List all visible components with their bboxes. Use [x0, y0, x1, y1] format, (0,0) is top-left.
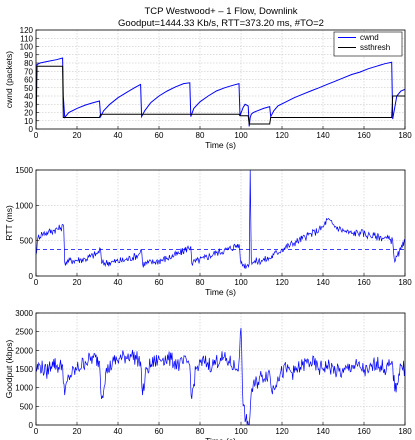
x-tick-label: 40 [114, 427, 123, 436]
x-tick-label: 40 [114, 131, 123, 140]
y-axis-label: cwnd (packets) [4, 51, 14, 108]
y-tick-label: 110 [20, 34, 33, 43]
series-line-data [36, 327, 405, 425]
legend-label: ssthresh [360, 43, 390, 52]
y-tick-label: 1500 [15, 365, 33, 374]
x-tick-label: 180 [398, 131, 412, 140]
y-tick-label: 0 [29, 421, 34, 430]
series-line-data [36, 170, 405, 269]
x-tick-label: 180 [398, 278, 412, 287]
series-line-ssthresh [36, 65, 405, 129]
x-tick-label: 0 [34, 131, 39, 140]
y-tick-label: 80 [24, 59, 33, 68]
x-tick-label: 120 [275, 427, 289, 436]
x-axis-label: Time (s) [205, 140, 236, 150]
x-tick-label: 160 [357, 131, 371, 140]
panels: 0 20 40 60 80 100 120 140 160 1800102030405060708… [4, 26, 412, 440]
y-tick-label: 90 [24, 51, 33, 60]
x-tick-label: 60 [155, 278, 164, 287]
x-tick-label: 20 [73, 278, 82, 287]
chart-panel-2: 0 20 40 60 80 100 120 140 160 180 0 500 1000 1500 Time… [4, 166, 412, 297]
y-tick-label: 20 [24, 109, 33, 118]
y-tick-label: 1500 [15, 166, 33, 175]
x-tick-label: 140 [316, 278, 330, 287]
x-tick-label: 0 [34, 427, 39, 436]
y-tick-label: 0 [29, 272, 34, 281]
chart-panel-3: 0 20 40 60 80 100 120 140 160 180 0 500 1000 1500 2000… [4, 309, 412, 440]
x-tick-label: 60 [155, 131, 164, 140]
y-tick-label: 50 [24, 84, 33, 93]
plot-frame [35, 312, 406, 426]
plot-frame [35, 29, 406, 130]
chart-title: TCP Westwood+ – 1 Flow, Downlink [144, 6, 297, 17]
y-tick-label: 100 [20, 43, 34, 52]
y-axis-label: RTT (ms) [4, 205, 14, 241]
x-tick-label: 80 [196, 131, 205, 140]
chart-subtitle: Goodput=1444.33 Kb/s, RTT=373.20 ms, #TO… [118, 18, 324, 29]
x-tick-label: 120 [275, 278, 289, 287]
y-tick-label: 3000 [15, 309, 33, 318]
x-tick-label: 80 [196, 278, 205, 287]
y-tick-label: 2000 [15, 346, 33, 355]
x-tick-label: 160 [357, 278, 371, 287]
series-line-cwnd [36, 57, 405, 127]
legend-box [333, 31, 403, 57]
x-tick-label: 20 [73, 131, 82, 140]
chart-panel-1: 0 20 40 60 80 100 120 140 160 1800102030405060708… [4, 26, 412, 150]
x-tick-label: 140 [316, 131, 330, 140]
x-tick-label: 100 [234, 278, 248, 287]
x-tick-label: 100 [234, 427, 248, 436]
y-tick-label: 40 [24, 92, 33, 101]
y-tick-label: 500 [20, 237, 34, 246]
x-tick-label: 120 [275, 131, 289, 140]
y-tick-label: 70 [24, 67, 33, 76]
y-tick-label: 500 [20, 402, 34, 411]
y-tick-label: 60 [24, 76, 33, 85]
y-tick-label: 2500 [15, 328, 33, 337]
x-tick-label: 100 [234, 131, 248, 140]
y-tick-label: 10 [24, 117, 33, 126]
y-tick-label: 0 [29, 125, 34, 134]
x-tick-label: 140 [316, 427, 330, 436]
x-tick-label: 20 [73, 427, 82, 436]
x-tick-label: 180 [398, 427, 412, 436]
y-tick-label: 30 [24, 100, 33, 109]
plot-frame [35, 169, 406, 277]
y-tick-label: 1000 [15, 384, 33, 393]
x-tick-label: 0 [34, 278, 39, 287]
y-tick-label: 1000 [15, 201, 33, 210]
x-tick-label: 80 [196, 427, 205, 436]
x-tick-label: 160 [357, 427, 371, 436]
y-tick-label: 120 [20, 26, 34, 35]
x-tick-label: 60 [155, 427, 164, 436]
x-axis-label: Time (s) [205, 436, 236, 440]
y-axis-label: Goodput (kbps) [4, 340, 14, 399]
legend-label: cwnd [360, 33, 379, 42]
x-tick-label: 40 [114, 278, 123, 287]
x-axis-label: Time (s) [205, 287, 236, 297]
